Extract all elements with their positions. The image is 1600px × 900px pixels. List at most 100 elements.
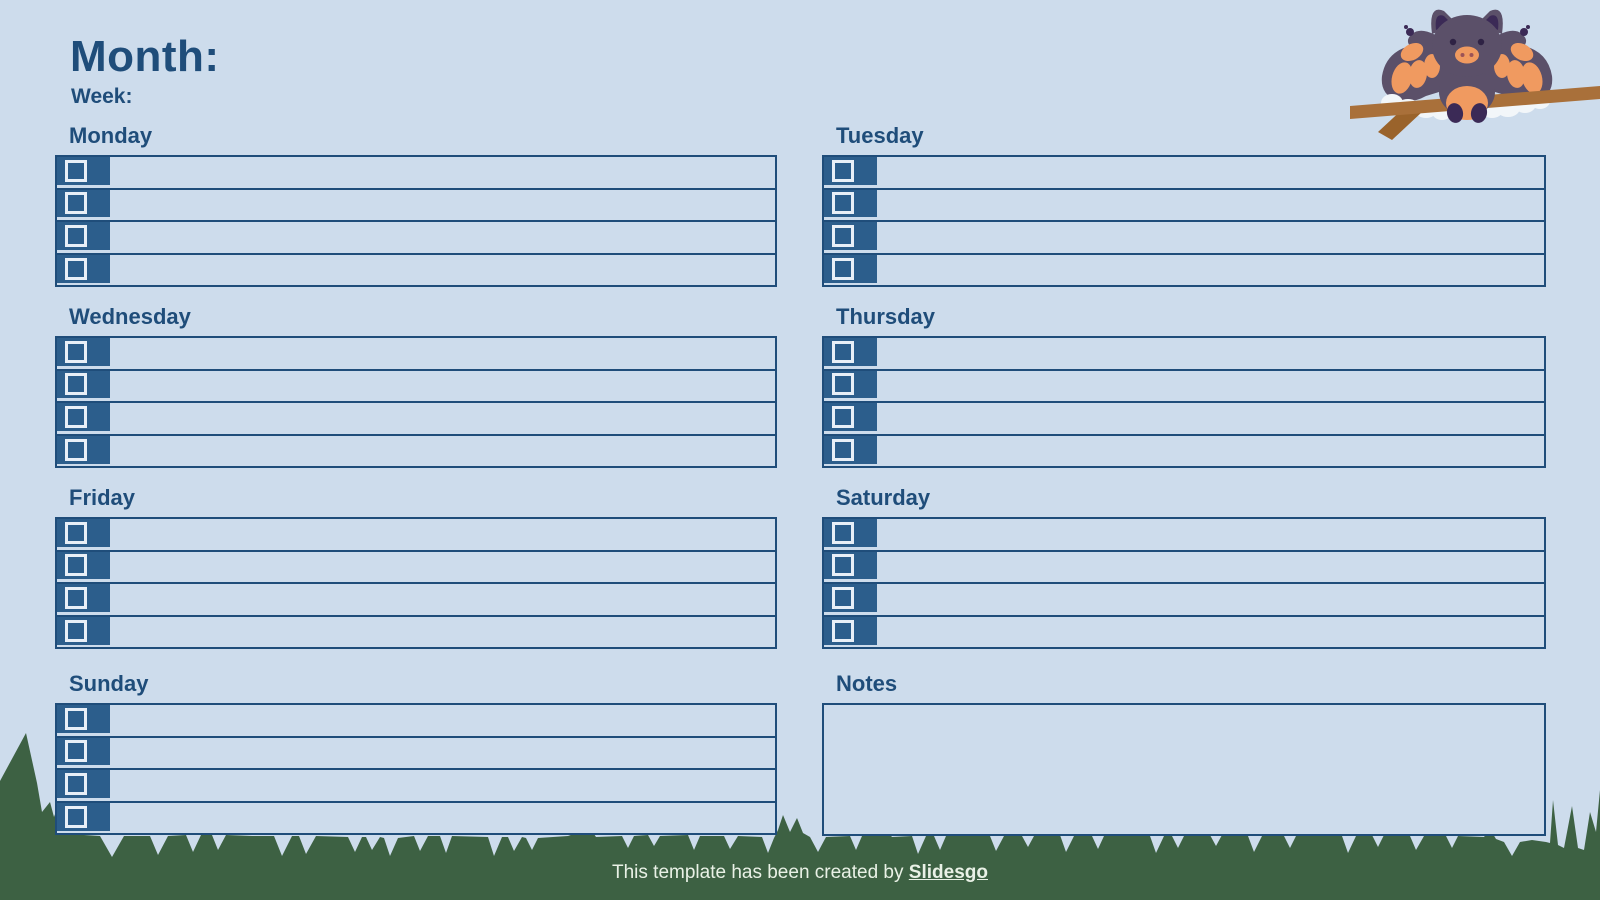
task-checkbox[interactable] (65, 224, 87, 247)
task-entry-line[interactable] (877, 552, 1544, 583)
checkbox-cell (824, 616, 877, 645)
task-checkbox[interactable] (65, 805, 87, 828)
task-checkbox[interactable] (65, 257, 87, 280)
task-row (824, 189, 1544, 222)
notes-box[interactable] (822, 703, 1546, 836)
day-section-friday: Friday (55, 486, 777, 649)
task-checkbox[interactable] (832, 373, 854, 396)
task-entry-line[interactable] (110, 403, 775, 434)
checkbox-cell (57, 551, 110, 579)
task-checkbox[interactable] (832, 405, 854, 428)
task-checkbox[interactable] (65, 740, 87, 763)
task-checkbox[interactable] (65, 554, 87, 577)
day-section-wednesday: Wednesday (55, 305, 777, 468)
task-checkbox[interactable] (832, 586, 854, 609)
task-checkbox[interactable] (832, 192, 854, 215)
task-checkbox[interactable] (65, 772, 87, 795)
task-checkbox[interactable] (65, 438, 87, 461)
task-checkbox[interactable] (832, 159, 854, 182)
checkbox-cell (57, 370, 110, 398)
task-entry-line[interactable] (110, 157, 775, 188)
task-entry-line[interactable] (110, 190, 775, 221)
task-entry-line[interactable] (110, 222, 775, 253)
task-entry-line[interactable] (110, 584, 775, 615)
task-entry-line[interactable] (877, 519, 1544, 550)
day-task-box (822, 155, 1546, 287)
task-entry-line[interactable] (110, 436, 775, 467)
checkbox-cell (57, 616, 110, 645)
checkbox-cell (57, 338, 110, 366)
task-checkbox[interactable] (832, 340, 854, 363)
task-entry-line[interactable] (110, 371, 775, 402)
task-row (824, 519, 1544, 552)
task-entry-line[interactable] (877, 255, 1544, 286)
day-label-friday: Friday (69, 485, 136, 510)
bat-on-branch-illustration (1350, 9, 1600, 140)
task-checkbox[interactable] (65, 707, 87, 730)
task-entry-line[interactable] (877, 584, 1544, 615)
checkbox-cell (57, 705, 110, 733)
checkbox-cell (824, 403, 877, 431)
task-row (824, 338, 1544, 371)
task-row (57, 519, 775, 552)
task-entry-line[interactable] (110, 255, 775, 286)
task-entry-line[interactable] (110, 338, 775, 369)
checkbox-cell (57, 584, 110, 612)
task-entry-line[interactable] (877, 436, 1544, 467)
task-entry-line[interactable] (110, 738, 775, 769)
task-row (824, 222, 1544, 255)
day-label-wednesday: Wednesday (69, 304, 191, 329)
task-row (57, 157, 775, 190)
task-checkbox[interactable] (65, 192, 87, 215)
checkbox-cell (57, 435, 110, 464)
task-entry-line[interactable] (877, 222, 1544, 253)
task-checkbox[interactable] (65, 159, 87, 182)
task-row (57, 737, 775, 770)
task-checkbox[interactable] (65, 521, 87, 544)
task-checkbox[interactable] (65, 619, 87, 642)
task-row (57, 551, 775, 584)
task-checkbox[interactable] (832, 224, 854, 247)
task-entry-line[interactable] (110, 705, 775, 736)
month-title: Month: (70, 32, 220, 81)
task-checkbox[interactable] (832, 619, 854, 642)
checkbox-cell (824, 584, 877, 612)
day-task-box (822, 336, 1546, 468)
task-checkbox[interactable] (65, 405, 87, 428)
task-entry-line[interactable] (110, 803, 775, 834)
task-row (57, 616, 775, 648)
task-entry-line[interactable] (877, 338, 1544, 369)
task-checkbox[interactable] (832, 554, 854, 577)
checkbox-cell (824, 254, 877, 283)
task-row (824, 616, 1544, 648)
task-entry-line[interactable] (877, 403, 1544, 434)
task-row (824, 370, 1544, 403)
day-task-box (55, 155, 777, 287)
task-row (57, 338, 775, 371)
task-entry-line[interactable] (110, 519, 775, 550)
task-entry-line[interactable] (110, 617, 775, 648)
task-checkbox[interactable] (65, 340, 87, 363)
task-row (824, 254, 1544, 286)
checkbox-cell (824, 519, 877, 547)
task-checkbox[interactable] (65, 373, 87, 396)
task-entry-line[interactable] (110, 552, 775, 583)
slidesgo-link[interactable]: Slidesgo (908, 862, 988, 883)
day-section-tuesday: Tuesday (822, 124, 1546, 287)
task-entry-line[interactable] (877, 617, 1544, 648)
task-entry-line[interactable] (877, 371, 1544, 402)
checkbox-cell (57, 189, 110, 217)
task-entry-line[interactable] (877, 157, 1544, 188)
checkbox-cell (57, 802, 110, 831)
week-subtitle: Week: (71, 85, 133, 108)
task-checkbox[interactable] (832, 521, 854, 544)
notes-section: Notes (822, 672, 1546, 836)
task-row (57, 254, 775, 286)
task-checkbox[interactable] (832, 257, 854, 280)
checkbox-cell (57, 519, 110, 547)
task-checkbox[interactable] (65, 586, 87, 609)
task-entry-line[interactable] (110, 770, 775, 801)
task-entry-line[interactable] (877, 190, 1544, 221)
day-section-thursday: Thursday (822, 305, 1546, 468)
task-checkbox[interactable] (832, 438, 854, 461)
